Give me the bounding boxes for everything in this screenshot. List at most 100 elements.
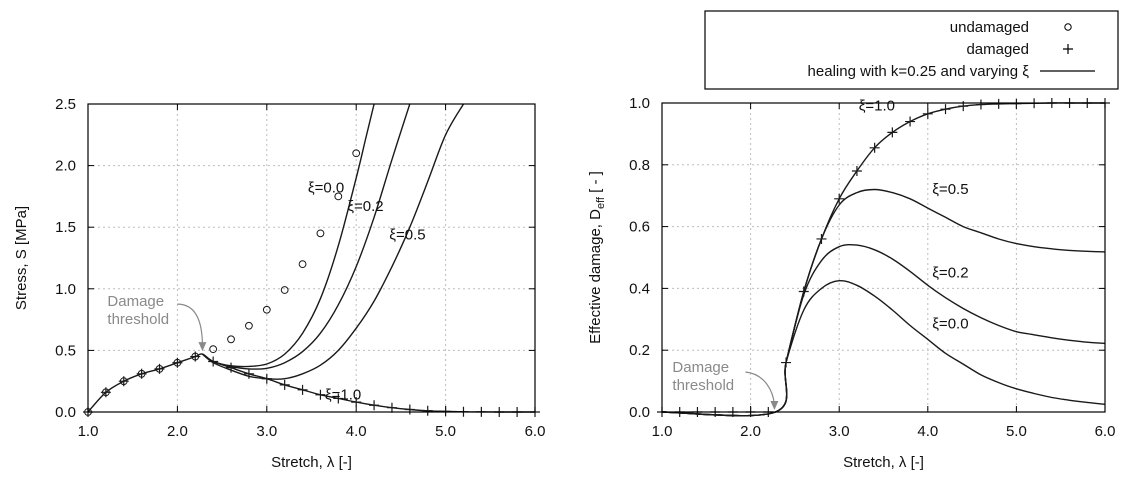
- damage-chart-x-tick-label: 6.0: [1095, 423, 1116, 440]
- stress-chart-undamaged-point: [280, 286, 289, 294]
- damage-chart-damaged-point: [834, 193, 845, 204]
- stress-chart-curve-label: ξ=1.0: [325, 387, 361, 404]
- damage-chart-y-tick-label: 0.2: [629, 342, 650, 359]
- stress-chart-damaged-point: [118, 376, 129, 387]
- stress-chart-damaged-point: [172, 357, 183, 368]
- stress-chart-threshold-arrowhead: [198, 342, 207, 352]
- damage-chart-threshold-arrow: [745, 371, 776, 406]
- stress-chart-undamaged-point: [298, 260, 307, 269]
- stress-chart-series-xi-0-5-line: [201, 103, 465, 380]
- stress-chart-threshold-label: threshold: [107, 311, 169, 328]
- stress-chart-damaged-point: [440, 406, 451, 417]
- damage-chart-curve-label: ξ=0.2: [932, 265, 968, 282]
- stress-chart-x-tick-label: 4.0: [346, 423, 367, 440]
- damage-chart: 1.0 2.0 3.0 4.0 5.0 6.0 0.0 0.2 0.4 0.6 0.8 1.0 ξ=1…: [587, 95, 1115, 471]
- stress-chart-undamaged-point: [227, 335, 235, 344]
- stress-chart-series: [83, 103, 540, 417]
- stress-chart-y-tick-label: 0.0: [55, 404, 76, 421]
- legend: undamaged damaged healing with k=0.25 an…: [704, 10, 1119, 90]
- damage-chart-damaged-point: [1011, 98, 1022, 109]
- stress-chart-damaged-point: [243, 368, 254, 379]
- damage-chart-y-axis-title: Effective damage, Deff [ - ]: [587, 171, 607, 344]
- damage-chart-curve-label: ξ=0.0: [932, 316, 968, 333]
- stress-chart-x-tick-label: 2.0: [167, 423, 188, 440]
- legend-label-undamaged: undamaged: [950, 19, 1029, 36]
- damage-chart-y-tick-label: 0.4: [629, 280, 650, 297]
- legend-box: [704, 10, 1119, 90]
- stress-chart-y-tick-label: 2.0: [55, 158, 76, 175]
- damage-chart-series-xi-0-0-line: [661, 279, 1106, 417]
- stress-chart-damaged-point: [351, 397, 362, 408]
- stress-chart-y-tick-label: 1.5: [55, 219, 76, 236]
- damage-chart-frame: [661, 102, 1106, 413]
- damage-chart-x-tick-label: 3.0: [829, 423, 850, 440]
- stress-chart-y-axis-title: Stress, S [MPa]: [13, 206, 30, 310]
- damage-chart-y-axis-title-end: [ - ]: [587, 171, 604, 197]
- legend-label-healing: healing with k=0.25 and varying ξ: [808, 63, 1030, 80]
- damage-chart-y-axis-title-sub: eff: [595, 196, 607, 209]
- stress-chart-damaged-point: [154, 363, 165, 374]
- damage-chart-y-axis-title-main: Effective damage, D: [587, 209, 604, 344]
- stress-chart-grid: [88, 104, 535, 412]
- stress-chart-x-tick-label: 3.0: [256, 423, 277, 440]
- stress-chart-x-tick-label: 5.0: [435, 423, 456, 440]
- damage-chart-damaged-point: [975, 99, 986, 110]
- legend-marker-plus: [1063, 44, 1073, 54]
- stress-chart-curve-label: ξ=0.2: [347, 198, 383, 215]
- stress-chart-undamaged-point: [262, 305, 271, 314]
- stress-chart-damaged-point: [315, 389, 326, 400]
- legend-label-damaged: damaged: [966, 41, 1029, 58]
- damage-chart-y-tick-label: 0.6: [629, 219, 650, 236]
- stress-chart-threshold-arrow: [177, 303, 204, 347]
- damage-chart-threshold-label: threshold: [672, 377, 734, 394]
- stress-chart-curve-label: ξ=0.0: [308, 180, 344, 197]
- stress-chart-damaged-point: [404, 404, 415, 415]
- stress-chart-damaged-point: [386, 402, 397, 413]
- stress-chart-frame: [87, 103, 536, 413]
- stress-chart-damaged-point: [297, 384, 308, 395]
- stress-chart-damaged-point: [279, 379, 290, 390]
- damage-chart-x-axis-title: Stretch, λ [-]: [843, 454, 924, 471]
- stress-chart-x-tick-label: 6.0: [525, 423, 546, 440]
- stress-chart-x-axis-title: Stretch, λ [-]: [271, 454, 352, 471]
- damage-chart-curve-label: ξ=0.5: [932, 181, 968, 198]
- damage-chart-damaged-point: [798, 286, 809, 297]
- stress-chart-damaged-point: [226, 362, 237, 373]
- damage-chart-damaged-point: [869, 142, 880, 153]
- damage-chart-x-tick-label: 4.0: [917, 423, 938, 440]
- damage-chart-damaged-point: [922, 108, 933, 119]
- stress-chart-undamaged-point: [334, 192, 343, 201]
- stress-chart-threshold-label: Damage: [107, 293, 164, 310]
- stress-chart-y-tick-label: 2.5: [55, 96, 76, 113]
- damage-chart-x-tick-label: 2.0: [740, 423, 761, 440]
- stress-chart-ticks: 1.0 2.0 3.0 4.0 5.0 6.0 0.0 0.5 1.0 1.5 2.0 2.5: [55, 96, 545, 440]
- damage-chart-curve-labels: ξ=1.0 ξ=0.5 ξ=0.2 ξ=0.0: [859, 98, 969, 333]
- stress-chart-undamaged-point: [209, 345, 218, 354]
- stress-chart-y-tick-label: 0.5: [55, 342, 76, 359]
- damage-chart-x-tick-label: 5.0: [1006, 423, 1027, 440]
- damage-chart-damaged-point: [816, 233, 827, 244]
- stress-chart-x-tick-label: 1.0: [78, 423, 99, 440]
- stress-chart-undamaged-point: [245, 321, 253, 330]
- stress-chart-damaged-point: [136, 368, 147, 379]
- stress-chart-series-xi-0-2-line: [201, 103, 411, 370]
- damage-chart-threshold-arrowhead: [770, 401, 779, 410]
- stress-chart-damaged-point: [422, 405, 433, 416]
- damage-chart-y-tick-label: 0.8: [629, 157, 650, 174]
- damage-chart-damaged-point: [887, 127, 898, 138]
- damage-chart-y-tick-label: 1.0: [629, 95, 650, 112]
- stress-chart-damaged-point: [190, 351, 201, 362]
- stress-chart-series-xi-1-0-line: [201, 353, 535, 413]
- stress-chart-damaged-point: [369, 400, 380, 411]
- stress-chart-undamaged-point: [316, 229, 325, 238]
- legend-marker-circle: [1064, 23, 1072, 31]
- stress-chart-undamaged-point: [352, 149, 361, 158]
- damage-chart-damaged-point: [781, 357, 792, 368]
- stress-chart-damaged-point: [208, 356, 219, 367]
- damage-chart-y-tick-label: 0.0: [629, 404, 650, 421]
- damage-chart-damaged-point: [993, 98, 1004, 109]
- damage-chart-ticks: 1.0 2.0 3.0 4.0 5.0 6.0 0.0 0.2 0.4 0.6 0.8 1.0: [629, 95, 1115, 440]
